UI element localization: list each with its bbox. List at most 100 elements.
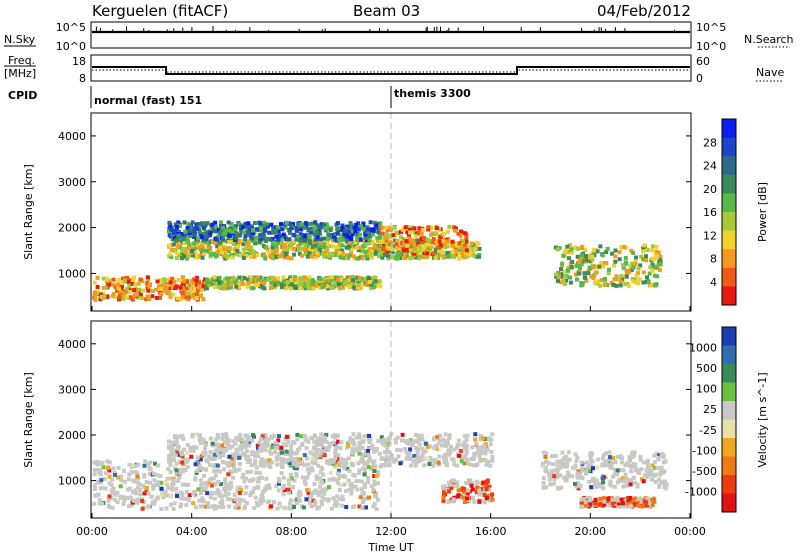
echo-cell [607,460,612,465]
echo-cell [596,482,601,487]
echo-cell [116,278,121,283]
echo-cell [333,499,338,504]
echo-cell [641,280,646,285]
echo-cell [462,456,467,460]
echo-cell [411,440,416,445]
echo-cell [250,452,255,457]
echo-cell [322,438,327,443]
echo-cell [197,498,202,503]
echo-cell [200,486,205,491]
y-tick-label: 3000 [58,383,86,396]
echo-cell [251,477,256,482]
echo-cell [265,224,270,229]
echo-cell [126,477,131,482]
echo-cell [584,254,588,258]
echo-cell [611,474,616,479]
echo-cell [306,279,311,284]
echo-cell [152,501,156,506]
echo-cell [567,457,572,462]
x-tick-label: 16:00 [475,525,507,538]
echo-cell [240,281,245,286]
echo-cell [412,226,417,231]
echo-cell [573,272,578,277]
echo-cell [263,433,268,437]
echo-cell [313,246,318,251]
echo-cell [351,441,356,446]
echo-cell [276,476,281,481]
echo-cell [173,434,178,439]
echo-cell [280,252,285,257]
echo-cell [377,279,382,284]
echo-cell [582,271,587,276]
echo-cell [650,248,655,253]
echo-cell [469,241,474,246]
echo-cell [301,505,306,510]
echo-cell [564,455,569,459]
echo-cell [174,442,179,447]
echo-cell [188,446,193,451]
echo-cell [386,249,391,253]
echo-cell [297,247,301,252]
echo-cell [144,480,149,485]
echo-cell [648,265,653,270]
echo-cell [599,261,604,266]
echo-cell [163,490,168,495]
echo-cell [473,246,478,251]
echo-cell [557,275,561,280]
echo-cell [275,462,280,467]
nave-label: Nave [756,66,784,79]
echo-cell [407,451,412,456]
echo-cell [442,455,447,460]
echo-cell [289,443,294,448]
echo-cell [269,445,274,450]
echo-cell [423,457,428,462]
echo-cell [141,288,146,293]
echo-cell [199,440,204,445]
echo-cell [605,246,610,251]
echo-cell [602,283,607,287]
echo-cell [116,475,121,480]
echo-cell [288,463,293,468]
echo-cell [92,472,97,477]
echo-cell [563,282,568,286]
echo-cell [621,468,626,473]
echo-cell [182,241,187,246]
echo-cell [191,294,196,299]
echo-cell [490,492,495,497]
echo-cell [133,491,138,496]
echo-cell [259,281,264,286]
echo-cell [204,286,209,291]
echo-cell [599,278,604,283]
echo-cell [376,230,381,235]
echo-cell [560,261,565,266]
echo-cell [352,449,357,454]
echo-cell [575,277,579,282]
echo-cell [212,469,217,474]
echo-cell [416,434,421,438]
echo-cell [340,226,345,230]
echo-cell [333,237,338,242]
echo-cell [346,456,351,461]
echo-cell [195,226,200,231]
echo-cell [138,292,143,297]
echo-cell [312,240,317,244]
echo-cell [259,445,264,450]
echo-cell [226,496,231,501]
echo-cell [604,261,609,266]
echo-cell [272,278,277,283]
echo-cell [372,247,377,252]
echo-cell [173,235,177,240]
echo-cell [289,506,294,511]
echo-cell [409,463,413,468]
echo-cell [449,444,453,449]
echo-cell [141,484,146,489]
echo-cell [279,459,284,464]
echo-cell [452,255,457,259]
echo-cell [296,457,301,462]
echo-cell [258,501,263,506]
echo-cell [189,278,194,283]
echo-cell [420,437,425,442]
echo-cell [310,456,315,461]
echo-cell [190,249,195,254]
echo-cell [317,453,322,458]
